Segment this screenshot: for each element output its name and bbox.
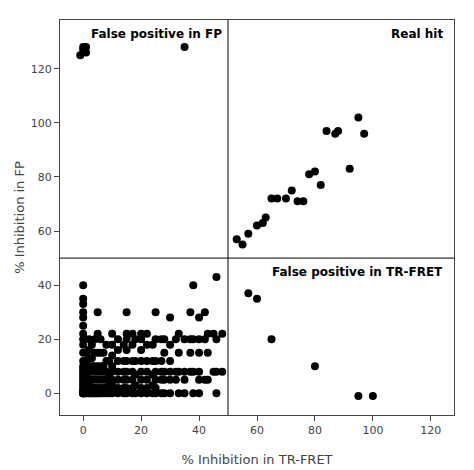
svg-text:False positive in FP: False positive in FP <box>91 27 222 41</box>
svg-text:80: 80 <box>308 424 322 437</box>
svg-text:80: 80 <box>38 171 52 184</box>
svg-text:Real hit: Real hit <box>391 27 443 41</box>
svg-text:100: 100 <box>31 117 52 130</box>
svg-text:120: 120 <box>31 63 52 76</box>
svg-text:False positive in TR-FRET: False positive in TR-FRET <box>272 265 443 279</box>
svg-text:0: 0 <box>80 424 87 437</box>
svg-text:40: 40 <box>192 424 206 437</box>
svg-text:120: 120 <box>420 424 441 437</box>
svg-text:20: 20 <box>38 333 52 346</box>
svg-text:60: 60 <box>250 424 264 437</box>
svg-text:% Inhibition in FP: % Inhibition in FP <box>12 161 27 274</box>
svg-text:40: 40 <box>38 279 52 292</box>
svg-text:20: 20 <box>134 424 148 437</box>
svg-text:60: 60 <box>38 225 52 238</box>
svg-text:100: 100 <box>362 424 383 437</box>
svg-text:0: 0 <box>45 387 52 400</box>
svg-text:% Inhibition in TR-FRET: % Inhibition in TR-FRET <box>181 452 332 467</box>
